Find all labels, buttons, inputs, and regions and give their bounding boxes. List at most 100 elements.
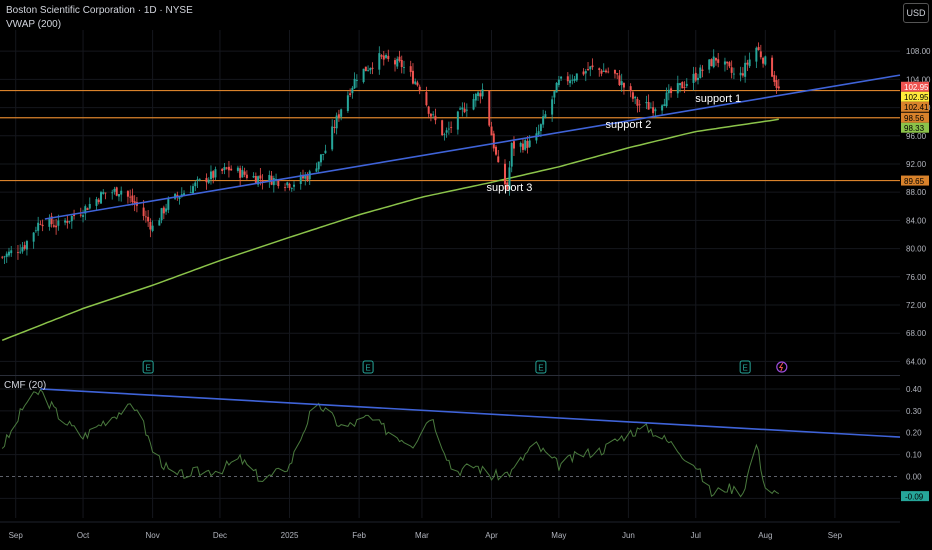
candle-body — [490, 126, 493, 136]
cmf-trendline[interactable] — [40, 388, 901, 438]
candle-body — [301, 175, 304, 179]
candle-body — [400, 59, 403, 68]
candle-body — [158, 220, 161, 226]
candle-body — [524, 140, 527, 150]
price-trendline[interactable] — [44, 74, 901, 220]
candle-body — [25, 241, 28, 250]
candle-body — [209, 171, 212, 180]
currency-button[interactable]: USD — [903, 3, 929, 23]
candle-body — [277, 180, 280, 187]
candle-body — [50, 216, 53, 225]
price-tag — [901, 91, 929, 102]
candle-body — [427, 106, 430, 114]
candle-body — [1, 256, 4, 258]
candle-body — [335, 115, 338, 129]
earnings-icon[interactable] — [739, 360, 751, 374]
candle-body — [245, 174, 248, 179]
candle-body — [57, 220, 60, 226]
lightning-bolt-icon — [778, 362, 784, 372]
level-price-tag — [901, 175, 929, 186]
candle-body — [371, 67, 374, 69]
candle-body — [79, 214, 82, 216]
candle-body — [697, 77, 700, 81]
candle-body — [757, 46, 760, 51]
level-price-tag — [901, 101, 929, 112]
cmf-tick-label: 0.20 — [906, 429, 922, 438]
candle-body — [346, 95, 349, 112]
candle-body — [21, 247, 24, 252]
candle-body — [286, 182, 289, 186]
candle-body — [629, 86, 632, 92]
candle-body — [472, 99, 475, 110]
candle-body — [771, 57, 774, 77]
trendline-path[interactable] — [44, 74, 901, 220]
candle-body — [723, 61, 726, 65]
earnings-icon[interactable] — [362, 360, 374, 374]
support-annotation[interactable]: support 1 — [695, 93, 741, 105]
candle-body — [64, 220, 67, 223]
candle-body — [268, 174, 271, 181]
candle-body — [243, 171, 246, 175]
candle-body — [699, 67, 702, 79]
candle-body — [591, 65, 594, 68]
time-tick-label: May — [551, 531, 566, 540]
candle-body — [149, 221, 152, 230]
candle-body — [503, 163, 506, 185]
cmf-legend[interactable]: CMF (20) — [4, 380, 47, 391]
support-annotation[interactable]: support 3 — [487, 182, 533, 194]
candle-body — [160, 208, 163, 221]
cmf-line — [1, 388, 780, 498]
candle-body — [602, 70, 605, 72]
candle-body — [411, 70, 414, 84]
candle-body — [315, 168, 318, 172]
time-axis[interactable]: Sep Oct Nov Dec 2025 Feb Mar Apr May Jun Jul Aug Sep — [0, 521, 900, 540]
candle-body — [607, 71, 610, 73]
candle-body — [683, 87, 686, 88]
support-annotation[interactable]: support 2 — [605, 119, 651, 131]
price-tick-label: 76.00 — [906, 273, 927, 282]
candle-body — [667, 89, 670, 94]
candle-body — [340, 109, 343, 117]
candle-body — [205, 177, 208, 183]
candle-body — [692, 73, 695, 83]
candle-body — [113, 188, 116, 192]
earnings-icon[interactable] — [142, 360, 154, 374]
candle-body — [555, 82, 558, 93]
candle-body — [194, 182, 197, 187]
lightning-icon[interactable] — [776, 361, 788, 373]
earnings-icon[interactable] — [535, 360, 547, 374]
candle-body — [55, 225, 58, 228]
candle-body — [333, 126, 336, 128]
candle-body — [661, 105, 664, 111]
cmf-axis[interactable]: 0.00 0.10 0.20 0.30 0.40 -0.09 — [901, 385, 929, 501]
candle-body — [726, 61, 729, 64]
candle-body — [337, 114, 340, 118]
cmf-trendline-path[interactable] — [40, 388, 901, 438]
candle-body — [189, 192, 192, 193]
vwap-legend[interactable]: VWAP (200) — [6, 19, 62, 30]
candle-body — [445, 130, 448, 133]
price-tick-label: 104.00 — [906, 75, 931, 84]
candle-body — [68, 220, 71, 222]
candle-body — [198, 178, 201, 180]
candle-body — [293, 184, 296, 187]
candle-body — [396, 58, 399, 67]
candle-body — [732, 73, 735, 75]
level-price-tag — [901, 112, 929, 123]
price-tag-text: 98.33 — [904, 124, 925, 133]
candle-body — [353, 78, 356, 89]
cmf-tick-label: 0.40 — [906, 385, 922, 394]
candle-body — [481, 89, 484, 97]
candle-body — [319, 154, 322, 163]
candle-body — [681, 82, 684, 89]
candle-body — [553, 91, 556, 98]
candle-body — [230, 168, 233, 171]
candle-body — [571, 79, 574, 81]
candle-body — [652, 107, 655, 114]
candle-body — [10, 250, 13, 254]
candle-body — [99, 192, 102, 204]
candle-body — [569, 80, 572, 84]
candle-body — [622, 83, 625, 88]
candle-body — [429, 113, 432, 117]
